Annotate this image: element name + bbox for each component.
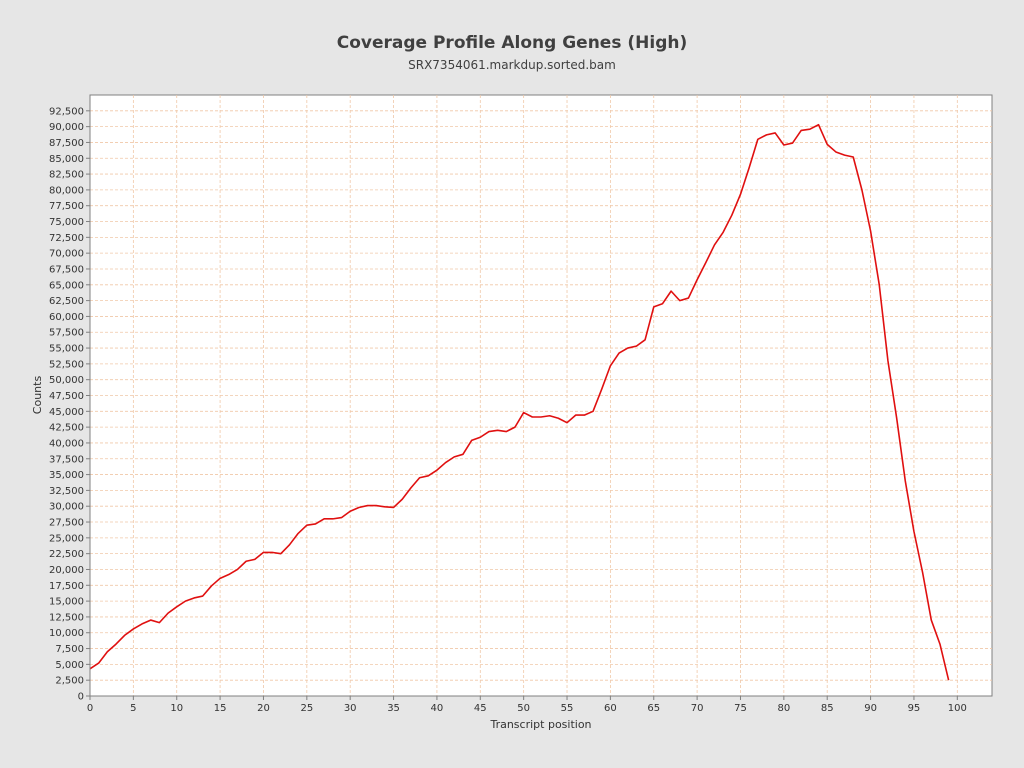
x-tick-label: 50 xyxy=(517,703,530,714)
y-tick-label: 35,000 xyxy=(49,470,84,481)
x-tick-label: 95 xyxy=(908,703,921,714)
y-tick-label: 67,500 xyxy=(49,264,84,275)
y-tick-label: 2,500 xyxy=(55,676,84,687)
y-tick-label: 92,500 xyxy=(49,106,84,117)
y-tick-label: 45,000 xyxy=(49,407,84,418)
y-tick-label: 25,000 xyxy=(49,533,84,544)
series-line xyxy=(89,123,950,681)
y-tick-label: 42,500 xyxy=(49,423,84,434)
y-axis-label: Counts xyxy=(31,376,44,415)
x-grid xyxy=(132,95,958,696)
y-tick-label: 12,500 xyxy=(49,612,84,623)
x-axis-ticks: 0 5 10 15 20 25 30 35 40 45 50 55 60 65 70 75 80 85 90 95 10… xyxy=(87,696,967,714)
y-tick-label: 37,500 xyxy=(49,454,84,465)
x-tick-label: 80 xyxy=(777,703,790,714)
x-tick-label: 0 xyxy=(87,703,93,714)
chart-subtitle: SRX7354061.markdup.sorted.bam xyxy=(408,58,616,72)
y-tick-label: 90,000 xyxy=(49,122,84,133)
y-tick-label: 72,500 xyxy=(49,233,84,244)
x-tick-label: 15 xyxy=(214,703,227,714)
x-tick-label: 70 xyxy=(691,703,704,714)
y-tick-label: 10,000 xyxy=(49,628,84,639)
y-tick-label: 75,000 xyxy=(49,217,84,228)
y-tick-label: 80,000 xyxy=(49,185,84,196)
x-tick-label: 25 xyxy=(300,703,313,714)
x-tick-label: 5 xyxy=(130,703,136,714)
y-tick-label: 57,500 xyxy=(49,328,84,339)
y-tick-label: 30,000 xyxy=(49,502,84,513)
x-tick-label: 75 xyxy=(734,703,747,714)
y-tick-label: 22,500 xyxy=(49,549,84,560)
x-tick-label: 35 xyxy=(387,703,400,714)
y-tick-label: 20,000 xyxy=(49,565,84,576)
y-tick-label: 62,500 xyxy=(49,296,84,307)
chart-title: Coverage Profile Along Genes (High) xyxy=(337,33,688,53)
y-tick-label: 70,000 xyxy=(49,249,84,260)
y-tick-label: 47,500 xyxy=(49,391,84,402)
y-axis-ticks: 0 2,500 5,000 7,500 10,000 12,500 15,000 17,500… xyxy=(49,106,90,703)
y-tick-label: 55,000 xyxy=(49,344,84,355)
x-tick-label: 85 xyxy=(821,703,834,714)
y-tick-label: 65,000 xyxy=(49,280,84,291)
y-tick-label: 87,500 xyxy=(49,138,84,149)
y-tick-label: 0 xyxy=(78,692,84,703)
x-tick-label: 10 xyxy=(170,703,183,714)
y-tick-label: 15,000 xyxy=(49,597,84,608)
x-tick-label: 30 xyxy=(344,703,357,714)
x-tick-label: 20 xyxy=(257,703,270,714)
y-tick-label: 27,500 xyxy=(49,518,84,529)
series-layer xyxy=(89,123,950,681)
y-tick-label: 52,500 xyxy=(49,359,84,370)
y-tick-label: 7,500 xyxy=(55,644,84,655)
x-tick-label: 55 xyxy=(561,703,574,714)
x-tick-label: 40 xyxy=(431,703,444,714)
y-tick-label: 17,500 xyxy=(49,581,84,592)
y-tick-label: 60,000 xyxy=(49,312,84,323)
x-tick-label: 100 xyxy=(948,703,967,714)
x-tick-label: 65 xyxy=(647,703,660,714)
x-tick-label: 45 xyxy=(474,703,487,714)
y-tick-label: 40,000 xyxy=(49,438,84,449)
y-tick-label: 82,500 xyxy=(49,170,84,181)
y-tick-label: 77,500 xyxy=(49,201,84,212)
y-tick-label: 85,000 xyxy=(49,154,84,165)
y-tick-label: 50,000 xyxy=(49,375,84,386)
y-tick-label: 5,000 xyxy=(55,660,84,671)
y-grid xyxy=(90,110,992,681)
x-tick-label: 60 xyxy=(604,703,617,714)
x-tick-label: 90 xyxy=(864,703,877,714)
x-axis-label: Transcript position xyxy=(489,718,591,731)
y-tick-label: 32,500 xyxy=(49,486,84,497)
